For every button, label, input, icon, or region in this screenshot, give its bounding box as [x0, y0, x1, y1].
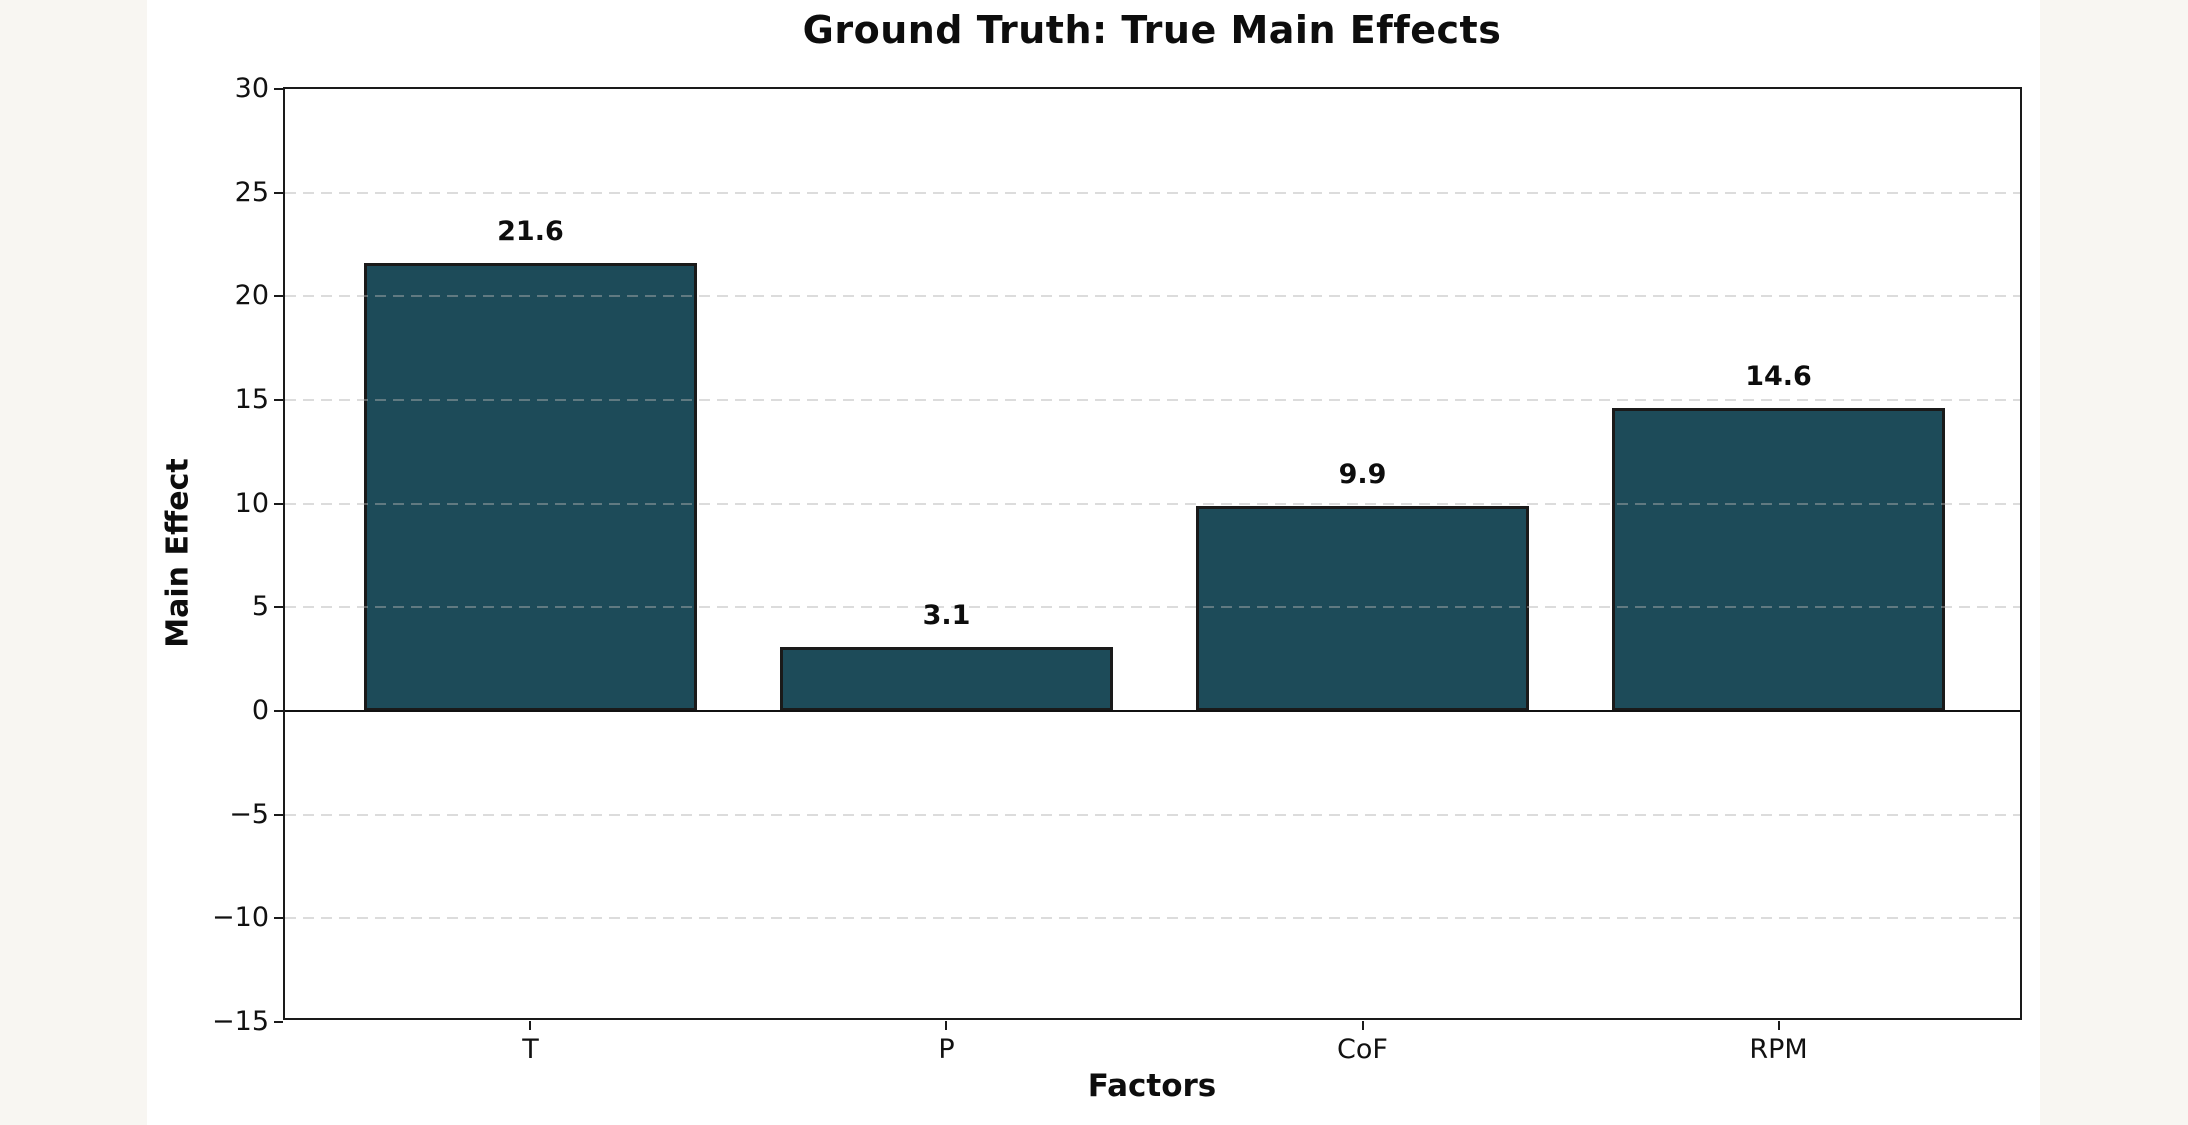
bar	[780, 646, 1113, 711]
x-tick-label: CoF	[1337, 1034, 1388, 1065]
x-tick-mark	[1777, 1020, 1780, 1030]
y-tick-mark	[274, 399, 283, 401]
gridline	[285, 813, 2020, 816]
x-tick-mark	[945, 1020, 948, 1030]
y-tick-label: −10	[212, 902, 269, 934]
y-tick-mark	[274, 502, 283, 505]
x-tick-label: P	[938, 1034, 955, 1065]
y-tick-mark	[274, 88, 283, 90]
x-tick-mark	[529, 1020, 532, 1030]
gridline	[285, 295, 2020, 298]
bar-value-label: 3.1	[922, 599, 971, 631]
chart-figure: Ground Truth: True Main Effects Main Eff…	[147, 0, 2040, 1125]
gridline	[285, 917, 2020, 920]
y-axis-label: Main Effect	[160, 458, 196, 648]
y-tick-label: 25	[234, 176, 269, 208]
y-tick-label: 5	[251, 591, 269, 623]
y-tick-label: −15	[212, 1005, 269, 1037]
y-tick-label: 0	[251, 694, 269, 726]
y-tick-mark	[274, 295, 283, 298]
bar	[1612, 408, 1945, 711]
plot-area: 30 25 20 15 10 5 0 −5 −10 −15 21.6 T 3.1 P 9.9 CoF 14.6 R…	[212, 73, 2022, 1065]
y-tick-mark	[274, 1021, 283, 1023]
x-axis-label: Factors	[1087, 1068, 1217, 1104]
gridline	[285, 399, 2020, 401]
zero-line	[285, 710, 2020, 712]
bar	[1196, 505, 1529, 711]
y-tick-mark	[274, 917, 283, 920]
x-tick-mark	[1361, 1020, 1364, 1030]
bar	[364, 263, 697, 711]
y-tick-label: 20	[234, 280, 269, 312]
bar-value-label: 21.6	[497, 216, 564, 248]
y-tick-mark	[274, 606, 283, 609]
y-tick-label: 15	[234, 383, 269, 415]
gridline	[285, 502, 2020, 505]
y-tick-label: 30	[234, 72, 269, 104]
y-tick-mark	[274, 191, 283, 194]
gridline	[285, 191, 2020, 194]
y-tick-label: 10	[234, 487, 269, 519]
gridline	[285, 606, 2020, 609]
chart-title: Ground Truth: True Main Effects	[802, 8, 1502, 52]
y-tick-label: −5	[229, 798, 269, 830]
bar-value-label: 9.9	[1338, 458, 1387, 490]
y-tick-mark	[274, 813, 283, 816]
x-tick-label: T	[522, 1034, 539, 1065]
x-tick-label: RPM	[1749, 1034, 1808, 1065]
bar-value-label: 14.6	[1745, 361, 1812, 393]
y-tick-mark	[274, 710, 283, 712]
